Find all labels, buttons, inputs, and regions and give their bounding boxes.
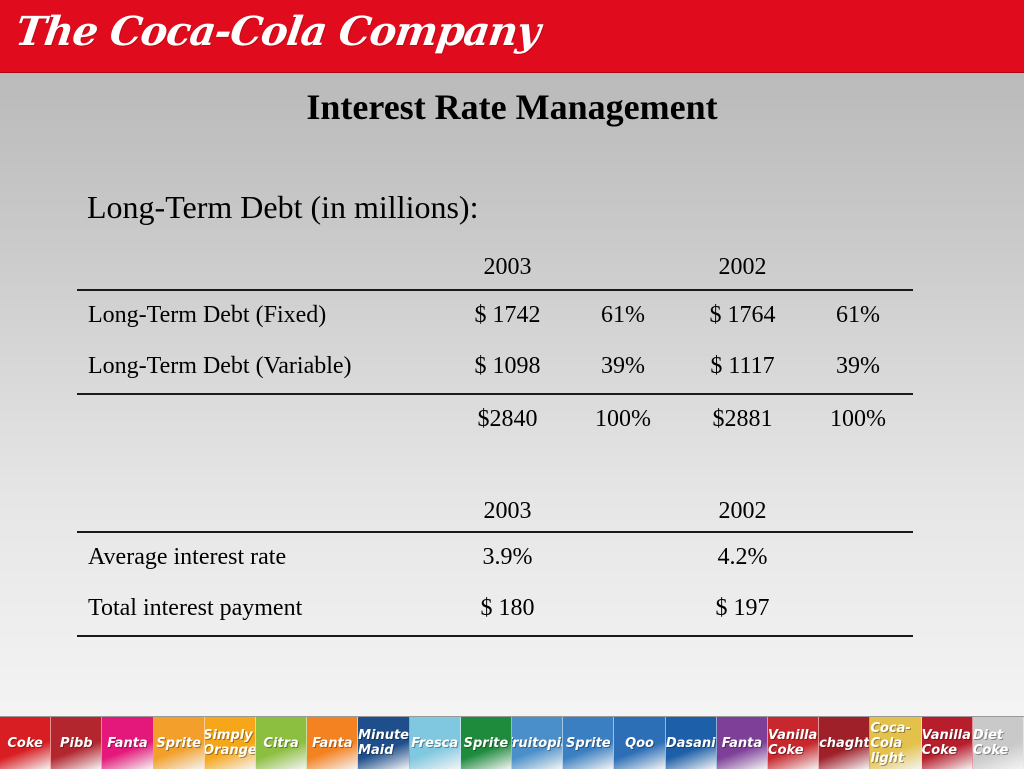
percent-2002: 39% <box>836 353 880 379</box>
interest-year-2003: 2003 <box>483 498 532 524</box>
total-percent-2003: 100% <box>595 406 651 432</box>
debt-table-top-rule <box>77 289 913 291</box>
value-2002: 4.2% <box>717 544 768 570</box>
brand-tile: Vanilla Coke <box>921 717 973 769</box>
brand-tile: chaght <box>819 717 871 769</box>
amount-2002: $ 1764 <box>709 302 776 328</box>
brand-tile: Vanilla Coke <box>768 717 820 769</box>
company-logo: The Coca-Cola Company <box>12 8 543 55</box>
brand-tile: Minute Maid <box>358 717 410 769</box>
table-row: Long-Term Debt (Fixed) $ 1742 61% $ 1764… <box>77 291 913 342</box>
amount-2002: $ 1117 <box>710 353 775 379</box>
header-banner: The Coca-Cola Company <box>0 0 1024 73</box>
percent-2003: 39% <box>601 353 645 379</box>
interest-table: 2003 2002 Average interest rate 3.9% 4.2… <box>77 486 913 637</box>
row-label: Long-Term Debt (Fixed) <box>88 302 327 328</box>
brand-tile: Citra <box>256 717 308 769</box>
slide-title: Interest Rate Management <box>306 87 718 127</box>
row-label: Average interest rate <box>88 544 287 570</box>
brand-tile: Fanta <box>716 717 769 769</box>
brand-tile: Sprite <box>460 717 513 769</box>
interest-table-header-row: 2003 2002 <box>77 486 913 531</box>
table-row: Total interest payment $ 180 $ 197 <box>77 584 913 635</box>
debt-year-2003: 2003 <box>483 254 532 280</box>
brand-tile: Fanta <box>307 717 359 769</box>
brand-tile: Sprite <box>563 717 615 769</box>
table-row: Average interest rate 3.9% 4.2% <box>77 533 913 584</box>
interest-table-top-rule <box>77 531 913 533</box>
total-percent-2002: 100% <box>830 406 886 432</box>
brand-tile: Dasani <box>665 717 717 769</box>
total-2003: $2840 <box>477 406 538 432</box>
total-2002: $2881 <box>712 406 773 432</box>
brand-tile: Diet Coke <box>972 717 1024 769</box>
brand-tile: Qoo <box>614 717 666 769</box>
brand-tile: Simply Orange <box>204 717 257 769</box>
debt-table: 2003 2002 Long-Term Debt (Fixed) $ 1742 … <box>77 240 913 446</box>
percent-2002: 61% <box>836 302 880 328</box>
brand-tile: Fanta <box>102 717 154 769</box>
value-2003: $ 180 <box>480 595 535 621</box>
brand-tile: Pibb <box>51 717 103 769</box>
brand-tile: Fresca <box>409 717 461 769</box>
percent-2003: 61% <box>601 302 645 328</box>
brand-tile: Fruitopia <box>512 717 564 769</box>
debt-table-bottom-rule <box>77 393 913 395</box>
value-2002: $ 197 <box>715 595 770 621</box>
interest-table-bottom-rule <box>77 635 913 637</box>
row-label: Total interest payment <box>88 595 303 621</box>
debt-year-2002: 2002 <box>718 254 767 280</box>
brand-products-strip: Coke Pibb Fanta Sprite Simply Orange Citra Fan… <box>0 716 1024 769</box>
brand-tile: Coke <box>0 717 52 769</box>
amount-2003: $ 1742 <box>474 302 541 328</box>
brand-tile: Sprite <box>153 717 205 769</box>
debt-table-header-row: 2003 2002 <box>77 240 913 289</box>
row-label: Long-Term Debt (Variable) <box>88 353 352 379</box>
interest-year-2002: 2002 <box>718 498 767 524</box>
brand-tile: Coca-Cola light <box>870 717 922 769</box>
table-row: Long-Term Debt (Variable) $ 1098 39% $ 1… <box>77 342 913 393</box>
value-2003: 3.9% <box>482 544 533 570</box>
amount-2003: $ 1098 <box>474 353 541 379</box>
slide-subtitle: Long-Term Debt (in millions): <box>87 189 479 225</box>
totals-row: $2840 100% $2881 100% <box>77 395 913 446</box>
